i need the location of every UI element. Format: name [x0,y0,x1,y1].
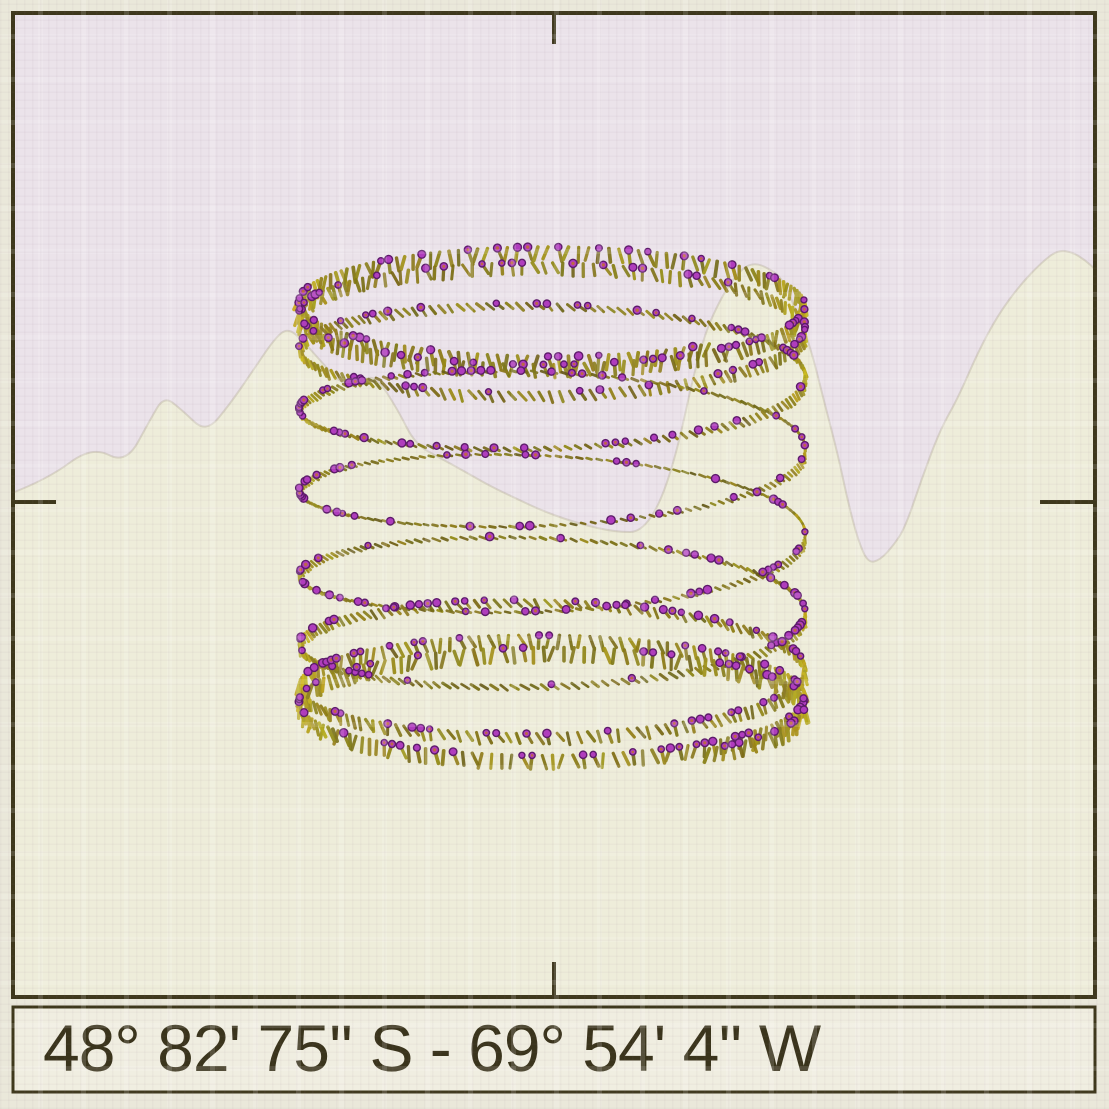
helix-dot-layer [294,242,810,760]
map-frame-border [11,11,1097,999]
caption-box [11,1005,1097,1094]
map-interior [13,13,1095,997]
terrain-silhouette [13,249,1095,997]
